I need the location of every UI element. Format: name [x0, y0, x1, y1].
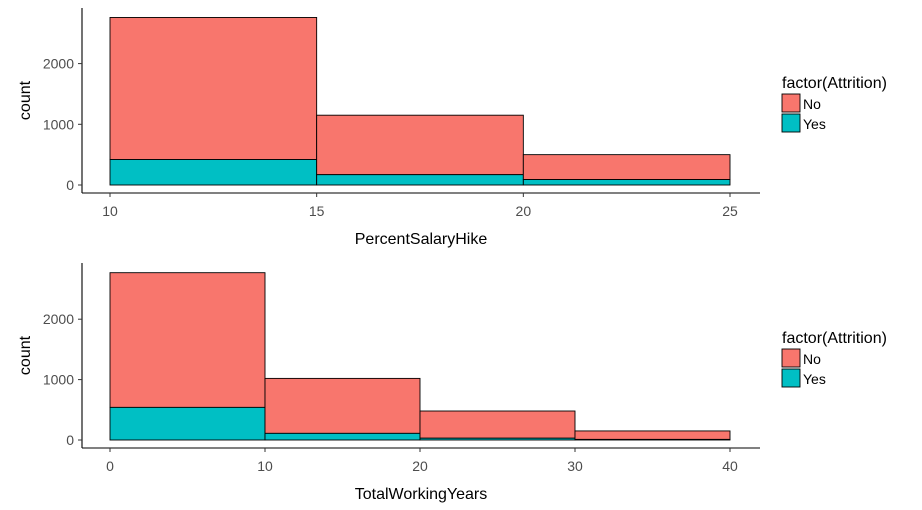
legend-label-yes: Yes — [803, 371, 826, 387]
bar-no-bin-4 — [574, 430, 731, 440]
legend: factor(Attrition) No Yes — [781, 330, 887, 388]
legend-label-yes: Yes — [803, 116, 826, 132]
bar-yes-bin-2 — [264, 432, 421, 441]
bar-no-bin-2 — [316, 114, 524, 176]
legend-title: factor(Attrition) — [782, 330, 887, 347]
y-axis-title: count — [17, 80, 34, 120]
chart-panel-1: 10 15 20 25 0 1000 2000 PercentSalaryHike count f… — [17, 8, 887, 248]
bar-yes-bin-2 — [316, 174, 524, 186]
legend-title: factor(Attrition) — [782, 75, 887, 92]
y-tick-label: 0 — [66, 432, 74, 448]
x-tick-label: 40 — [722, 458, 738, 474]
chart-panel-2: 0 10 20 30 40 0 1000 2000 TotalWorkingYears count… — [17, 263, 887, 503]
x-tick-label: 10 — [102, 203, 118, 219]
y-tick-label: 2000 — [43, 311, 74, 327]
x-tick-label: 0 — [106, 458, 114, 474]
legend-label-no: No — [803, 351, 821, 367]
bar-no-bin-3 — [419, 410, 576, 439]
bar-no-bin-1 — [109, 272, 266, 408]
x-axis-title: PercentSalaryHike — [355, 231, 488, 248]
legend-key-no — [781, 348, 801, 368]
y-tick-label: 0 — [66, 177, 74, 193]
y-tick-label: 1000 — [43, 116, 74, 132]
y-axis-title: count — [17, 335, 34, 375]
y-tick-label: 1000 — [43, 372, 74, 388]
bar-no-bin-3 — [522, 154, 731, 180]
x-tick-label: 20 — [412, 458, 428, 474]
y-tick-label: 2000 — [43, 56, 74, 72]
bar-yes-bin-3 — [419, 437, 576, 441]
legend-key-no — [781, 93, 801, 113]
x-tick-label: 10 — [257, 458, 273, 474]
bar-no-bin-2 — [264, 377, 421, 434]
bar-yes-bin-1 — [109, 406, 266, 441]
x-tick-label: 15 — [309, 203, 325, 219]
legend-key-yes — [781, 113, 801, 133]
bar-yes-bin-4 — [574, 438, 731, 441]
x-axis-title: TotalWorkingYears — [355, 486, 488, 503]
legend: factor(Attrition) No Yes — [781, 75, 887, 133]
legend-label-no: No — [803, 96, 821, 112]
bar-yes-bin-3 — [522, 179, 731, 186]
x-tick-label: 20 — [516, 203, 532, 219]
bar-yes-bin-1 — [109, 159, 318, 186]
bar-no-bin-1 — [109, 17, 318, 160]
x-tick-label: 30 — [567, 458, 583, 474]
x-tick-label: 25 — [722, 203, 738, 219]
legend-key-yes — [781, 368, 801, 388]
